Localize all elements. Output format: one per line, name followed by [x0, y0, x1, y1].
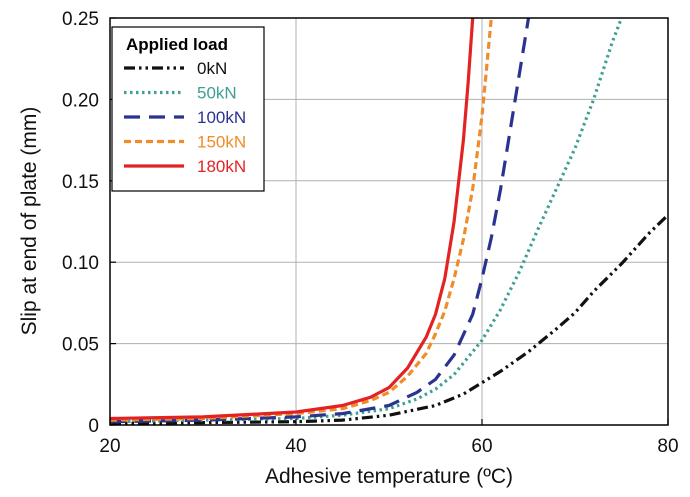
- series-line-150kn: [110, 18, 493, 422]
- legend-label-150kn: 150kN: [197, 133, 246, 152]
- series-line-50kn: [110, 18, 623, 424]
- x-tick-label: 20: [99, 436, 120, 457]
- x-tick-label: 60: [471, 436, 492, 457]
- legend-title: Applied load: [126, 35, 228, 54]
- ticks: 20 40 60 80 0 0.05 0.10 0.15 0.20 0.25: [62, 9, 679, 457]
- series-line-180kn: [110, 18, 475, 421]
- legend-label-180kn: 180kN: [197, 157, 246, 176]
- x-tick-label: 80: [657, 436, 678, 457]
- y-axis-title: Slip at end of plate (mm): [18, 107, 41, 336]
- series-layer: [110, 18, 668, 425]
- x-tick-label: 40: [285, 436, 306, 457]
- legend-items: 0kN 50kN 100kN 150kN 180kN: [124, 59, 246, 176]
- y-tick-label: 0.15: [62, 172, 99, 193]
- y-tick-label: 0.05: [62, 335, 99, 356]
- x-axis-title: Adhesive temperature (ºC): [265, 465, 513, 488]
- legend-label-50kn: 50kN: [197, 84, 237, 103]
- plot-frame: [109, 17, 669, 426]
- y-tick-label: 0.25: [62, 9, 99, 30]
- y-tick-label: 0: [88, 416, 99, 437]
- grid: [110, 18, 668, 425]
- series-line-100kn: [110, 18, 531, 424]
- y-tick-label: 0.10: [62, 253, 99, 274]
- y-tick-label: 0.20: [62, 90, 99, 111]
- legend-box: [111, 26, 265, 192]
- legend-label-100kn: 100kN: [197, 108, 246, 127]
- legend-label-0kn: 0kN: [197, 59, 227, 78]
- legend: Applied load 0kN 50kN 100kN 150kN 180kN: [111, 26, 265, 192]
